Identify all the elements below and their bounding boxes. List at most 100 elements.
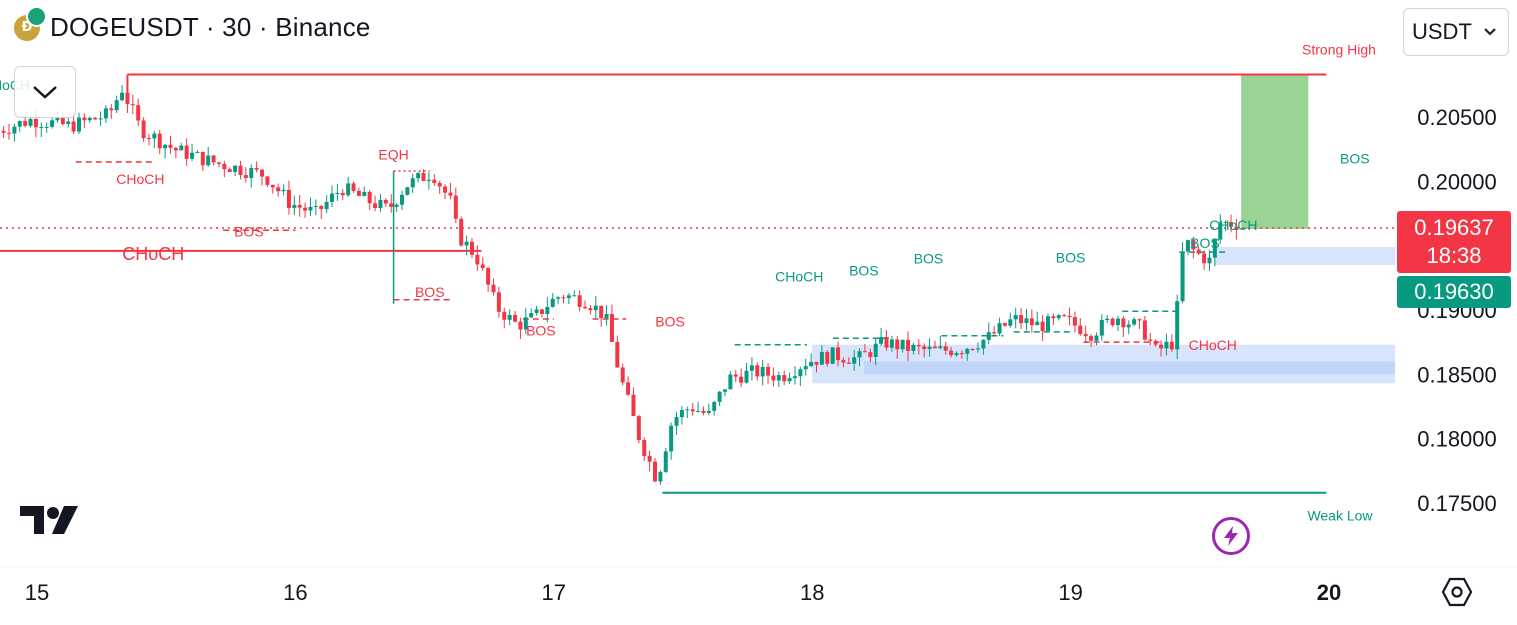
candle-body (469, 241, 474, 255)
candle-body (653, 461, 658, 482)
candle-body (862, 351, 867, 353)
candle-body (1083, 334, 1088, 337)
candle-body (868, 352, 873, 357)
x-tick-label: 15 (25, 580, 49, 605)
structure-label: BOS (1340, 150, 1370, 166)
candle-body (195, 151, 200, 153)
candle-body (852, 357, 857, 364)
candle-body (1142, 320, 1147, 340)
candle-body (970, 348, 975, 350)
candle-body (932, 346, 937, 349)
candle-body (71, 121, 76, 132)
candle-body (846, 362, 851, 364)
candle-body (190, 152, 195, 159)
candle-body (739, 376, 744, 383)
lightning-icon[interactable] (1212, 517, 1250, 555)
candle-body (1207, 257, 1212, 264)
demand-zone (812, 344, 1395, 384)
last-price-tag: 0.19637 18:38 (1397, 211, 1511, 273)
candle-body (529, 312, 534, 318)
candle-body (238, 165, 243, 176)
chart-settings-button[interactable] (1441, 576, 1473, 613)
demand-zone (863, 361, 1395, 375)
candle-body (647, 455, 652, 462)
candle-body (1196, 249, 1201, 254)
y-tick-label: 0.18500 (1417, 362, 1497, 387)
candle-body (906, 339, 911, 351)
candle-body (1115, 318, 1120, 326)
candle-body (55, 116, 60, 121)
candle-body (577, 295, 582, 307)
collapse-legend-button[interactable] (14, 66, 76, 118)
candle-body (1019, 315, 1024, 324)
candle-body (1169, 341, 1174, 350)
candle-body (658, 471, 663, 482)
candle-body (28, 118, 33, 126)
candle-body (1, 130, 6, 133)
candle-body (749, 365, 754, 371)
candle-body (17, 121, 22, 127)
candle-body (916, 344, 921, 347)
candle-body (7, 132, 12, 134)
candle-body (480, 264, 485, 269)
candle-body (211, 155, 216, 163)
candle-body (76, 117, 81, 132)
candle-body (518, 321, 523, 330)
candle-body (1008, 319, 1013, 326)
candle-body (642, 440, 647, 456)
candle-body (206, 155, 211, 166)
x-tick-label: 18 (800, 580, 824, 605)
candle-body (249, 167, 254, 178)
candle-body (265, 176, 270, 185)
candle-body (120, 92, 125, 101)
candle-body (819, 352, 824, 365)
candle-body (486, 268, 491, 285)
candle-body (437, 182, 442, 187)
candle-body (809, 361, 814, 367)
candle-body (922, 346, 927, 350)
last-price-value: 0.19637 (1414, 215, 1494, 240)
candle-body (588, 308, 593, 311)
structure-label: CHoCH (775, 269, 823, 285)
candle-body (12, 126, 17, 134)
candle-body (270, 184, 275, 188)
candle-body (626, 382, 631, 395)
candle-body (609, 313, 614, 342)
candle-body (992, 332, 997, 334)
candle-body (443, 186, 448, 193)
candle-body (157, 133, 162, 149)
candle-body (728, 374, 733, 390)
candle-body (927, 346, 932, 350)
candle-body (997, 323, 1002, 334)
candle-body (152, 133, 157, 139)
candle-body (895, 339, 900, 350)
candle-body (873, 343, 878, 357)
weak-low-label: Weak Low (1307, 508, 1373, 524)
candle-body (949, 350, 954, 356)
candle-body (550, 298, 555, 308)
currency-selector[interactable]: USDT (1403, 8, 1509, 56)
candle-body (82, 117, 87, 121)
candle-body (163, 144, 168, 149)
currency-label: USDT (1412, 19, 1472, 44)
x-tick-label: 17 (542, 580, 566, 605)
candle-body (125, 92, 130, 105)
candle-body (399, 194, 404, 205)
candle-body (254, 167, 259, 170)
candle-body (513, 314, 518, 322)
candle-body (200, 151, 205, 166)
candle-body (179, 145, 184, 151)
tradingview-logo[interactable] (20, 504, 82, 541)
candle-body (1121, 318, 1126, 328)
candle-body (545, 307, 550, 314)
candle-body (356, 190, 361, 196)
candle-body (292, 204, 297, 208)
candle-body (362, 191, 367, 196)
candle-body (184, 145, 189, 159)
candle-body (98, 118, 103, 120)
candle-body (712, 401, 717, 411)
candle-body (23, 121, 28, 126)
candle-body (459, 218, 464, 246)
structure-label: BOS (914, 251, 944, 267)
